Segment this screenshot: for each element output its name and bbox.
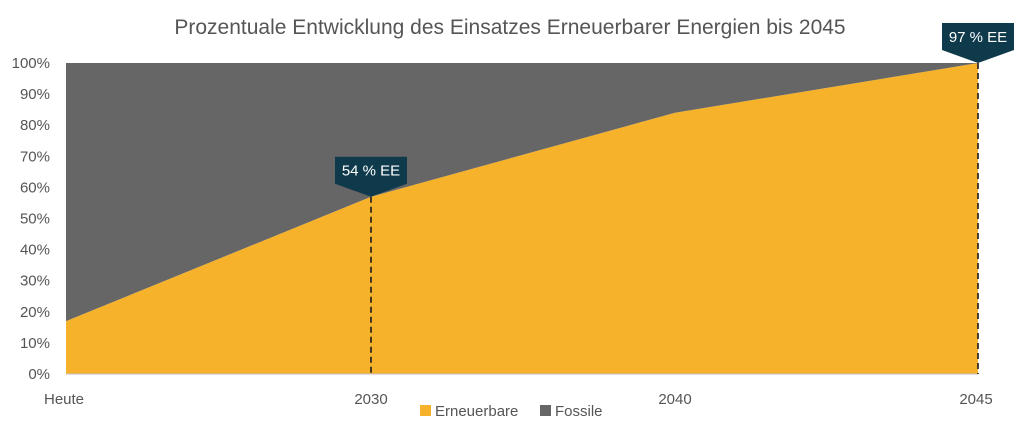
y-tick-label: 30% bbox=[20, 273, 50, 290]
y-tick-label: 80% bbox=[20, 117, 50, 134]
chart-title: Prozentuale Entwicklung des Einsatzes Er… bbox=[174, 16, 846, 39]
y-tick-label: 10% bbox=[20, 335, 50, 352]
y-tick-label: 60% bbox=[20, 179, 50, 196]
area-erneuerbare bbox=[66, 63, 978, 374]
annotation-callout bbox=[942, 23, 1014, 63]
y-tick-label: 20% bbox=[20, 304, 50, 321]
y-tick-label: 0% bbox=[28, 366, 50, 383]
y-tick-label: 50% bbox=[20, 211, 50, 228]
y-tick-label: 70% bbox=[20, 148, 50, 165]
y-tick-label: 100% bbox=[12, 55, 50, 72]
legend-swatch-erneuerbare bbox=[420, 405, 431, 416]
area-fossile bbox=[66, 63, 978, 322]
x-tick-label: 2030 bbox=[354, 391, 387, 408]
x-tick-label: Heute bbox=[44, 391, 84, 408]
annotation-label: 97 % EE bbox=[949, 29, 1007, 46]
legend-label-erneuerbare: Erneuerbare bbox=[435, 403, 518, 420]
y-tick-label: 90% bbox=[20, 86, 50, 103]
legend-label-fossile: Fossile bbox=[555, 403, 603, 420]
x-tick-label: 2045 bbox=[959, 391, 992, 408]
legend-swatch-fossile bbox=[540, 405, 551, 416]
annotation-callout bbox=[335, 156, 407, 197]
x-tick-label: 2040 bbox=[658, 391, 691, 408]
annotation-label: 54 % EE bbox=[342, 163, 400, 180]
y-tick-label: 40% bbox=[20, 242, 50, 259]
